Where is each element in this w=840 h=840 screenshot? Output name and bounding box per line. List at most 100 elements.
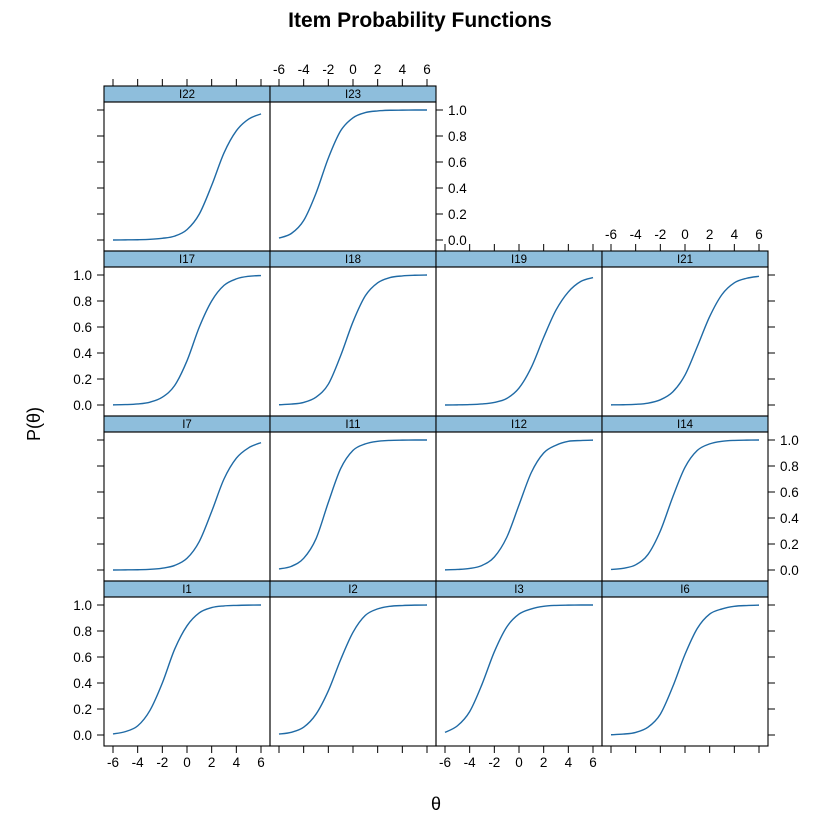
curve-I18 <box>278 274 428 406</box>
panel-I12: I12 <box>435 415 603 582</box>
panel-border <box>601 266 769 417</box>
y-tick-label: 0.2 <box>780 537 799 552</box>
panel-border <box>103 266 271 417</box>
y-tick-label: 1.0 <box>780 433 799 448</box>
x-tick-label: -2 <box>488 755 500 770</box>
curve-I2 <box>278 604 428 735</box>
y-tick-label: 1.0 <box>73 268 92 283</box>
y-tick-label: 1.0 <box>448 103 467 118</box>
y-tick-label: 0.6 <box>73 320 92 335</box>
y-axis-label: P(θ) <box>24 407 44 441</box>
strip-label: I21 <box>677 254 693 266</box>
strip-label: I18 <box>345 254 361 266</box>
panel-I17: I17 <box>103 250 271 417</box>
panel-I2: I2 <box>269 580 437 747</box>
curve-I11 <box>278 439 428 570</box>
curve-I17 <box>112 274 262 406</box>
panel-I6: I6 <box>601 580 769 747</box>
y-tick-label: 0.4 <box>780 511 799 526</box>
y-tick-label: 0.6 <box>73 650 92 665</box>
x-tick-label: 6 <box>589 755 597 770</box>
curve-I22 <box>112 113 262 241</box>
x-tick-label: 0 <box>349 62 357 77</box>
x-tick-label: -6 <box>273 62 285 77</box>
strip-label: I14 <box>677 419 694 431</box>
panel-I23: I23 <box>269 85 437 252</box>
y-tick-label: 0.0 <box>73 728 92 743</box>
y-tick-label: 0.8 <box>73 294 92 309</box>
panel-border <box>435 266 603 417</box>
x-tick-label: -6 <box>439 755 451 770</box>
panel-border <box>103 101 271 252</box>
y-tick-label: 0.0 <box>780 563 799 578</box>
panel-I1: I1 <box>103 580 271 747</box>
y-tick-label: 0.8 <box>448 129 467 144</box>
y-tick-label: 0.8 <box>73 624 92 639</box>
x-tick-label: 2 <box>706 227 714 242</box>
x-tick-label: -2 <box>654 227 666 242</box>
x-tick-label: 0 <box>681 227 689 242</box>
panel-I7: I7 <box>103 415 271 582</box>
y-tick-label: 0.6 <box>780 485 799 500</box>
x-tick-label: 6 <box>423 62 431 77</box>
y-tick-label: 0.2 <box>448 207 467 222</box>
y-tick-label: 0.0 <box>73 398 92 413</box>
y-tick-label: 0.0 <box>448 233 467 248</box>
panel-I21: I21 <box>601 250 769 417</box>
x-tick-label: -6 <box>107 755 119 770</box>
y-tick-label: 0.4 <box>73 346 92 361</box>
curve-I3 <box>444 604 594 734</box>
strip-label: I11 <box>345 419 360 431</box>
panel-I3: I3 <box>435 580 603 747</box>
strip-label: I7 <box>182 419 192 431</box>
x-tick-label: 0 <box>183 755 191 770</box>
panel-border <box>601 596 769 747</box>
panel-border <box>269 266 437 417</box>
curve-I12 <box>444 439 594 571</box>
x-tick-label: 2 <box>208 755 216 770</box>
y-tick-label: 0.2 <box>73 702 92 717</box>
panel-I11: I11 <box>269 415 437 582</box>
strip-label: I1 <box>182 584 192 596</box>
strip-label: I22 <box>179 89 195 101</box>
x-tick-label: -2 <box>156 755 168 770</box>
curve-I1 <box>112 604 262 735</box>
strip-label: I3 <box>514 584 524 596</box>
panel-border <box>269 596 437 747</box>
y-tick-label: 0.8 <box>780 459 799 474</box>
x-tick-label: 6 <box>257 755 265 770</box>
x-tick-label: 6 <box>755 227 763 242</box>
x-tick-label: -6 <box>605 227 617 242</box>
curve-I14 <box>610 439 760 571</box>
x-tick-label: -4 <box>298 62 310 77</box>
x-tick-label: 4 <box>233 755 241 770</box>
x-tick-label: -2 <box>322 62 334 77</box>
panel-border <box>269 431 437 582</box>
x-tick-label: 4 <box>731 227 739 242</box>
panel-I22: I22 <box>103 85 271 252</box>
curve-I19 <box>444 276 594 406</box>
strip-label: I12 <box>511 419 527 431</box>
x-tick-label: 0 <box>515 755 523 770</box>
curve-I6 <box>610 604 760 736</box>
chart-title: Item Probability Functions <box>288 9 552 32</box>
y-tick-label: 0.2 <box>73 372 92 387</box>
x-tick-label: 2 <box>540 755 548 770</box>
y-tick-label: 0.4 <box>448 181 467 196</box>
panel-I14: I14 <box>601 415 769 582</box>
x-tick-label: 2 <box>374 62 382 77</box>
curve-I23 <box>278 109 428 239</box>
x-tick-label: 4 <box>565 755 573 770</box>
panel-border <box>435 596 603 747</box>
y-tick-label: 0.6 <box>448 155 467 170</box>
strip-label: I6 <box>680 584 690 596</box>
strip-label: I17 <box>179 254 195 266</box>
strip-label: I19 <box>511 254 527 266</box>
x-tick-label: -4 <box>132 755 144 770</box>
panel-I18: I18 <box>269 250 437 417</box>
x-axis-label: θ <box>431 794 441 814</box>
curve-I21 <box>610 275 760 406</box>
x-tick-label: -4 <box>630 227 642 242</box>
